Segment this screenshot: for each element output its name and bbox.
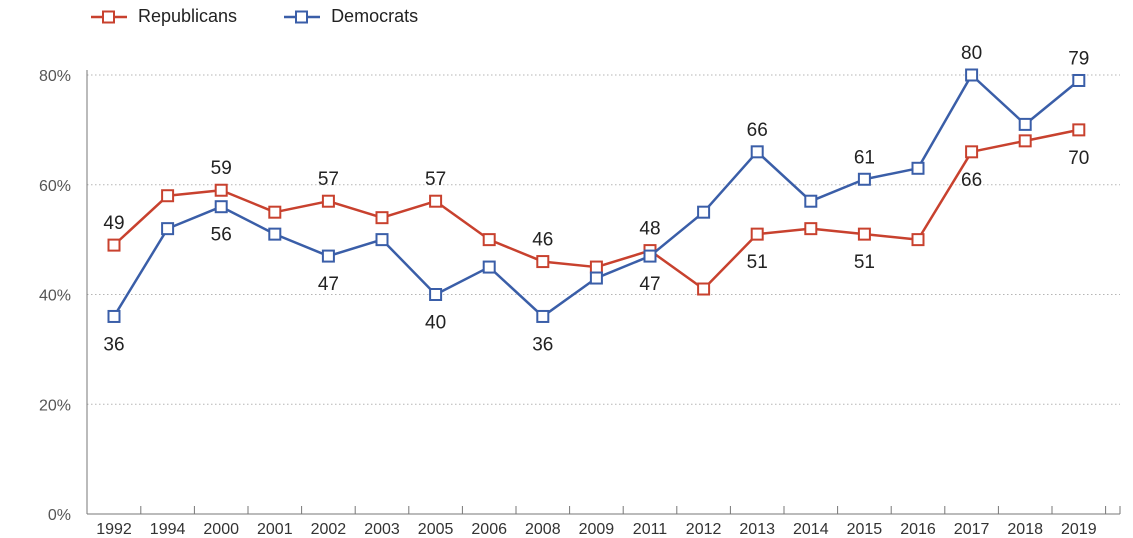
point-republicans: [482, 233, 496, 247]
data-label-democrats: 47: [318, 274, 339, 295]
data-label-democrats: 66: [747, 120, 768, 141]
x-tick-label: 2009: [579, 521, 615, 538]
point-republicans: [1072, 123, 1086, 137]
point-democrats: [750, 145, 764, 159]
legend: Republicans Democrats: [90, 6, 418, 27]
data-label-republicans: 57: [318, 169, 339, 190]
point-democrats: [697, 205, 711, 219]
legend-label-republicans: Republicans: [138, 6, 238, 26]
data-label-democrats: 56: [211, 225, 232, 246]
point-democrats: [268, 227, 282, 241]
legend-swatch-republicans-icon: [91, 10, 127, 23]
data-label-democrats: 36: [103, 334, 124, 355]
point-republicans: [697, 282, 711, 296]
point-democrats: [1018, 117, 1032, 131]
x-tick-label: 2013: [739, 521, 775, 538]
x-tick-label: 2001: [257, 521, 293, 538]
y-tick-label: 60%: [39, 178, 71, 195]
legend-item-republicans: Republicans: [90, 6, 237, 27]
data-label-democrats: 47: [639, 274, 660, 295]
point-democrats: [589, 271, 603, 285]
data-label-republicans: 46: [532, 230, 553, 251]
point-democrats: [107, 309, 121, 323]
point-democrats: [161, 222, 175, 236]
point-democrats: [321, 249, 335, 263]
point-republicans: [857, 227, 871, 241]
data-label-democrats: 79: [1068, 48, 1089, 69]
data-label-republicans: 48: [639, 219, 660, 240]
point-republicans: [911, 233, 925, 247]
x-tick-label: 2019: [1061, 521, 1097, 538]
point-democrats: [643, 249, 657, 263]
data-label-republicans: 66: [961, 170, 982, 191]
data-label-democrats: 36: [532, 334, 553, 355]
y-tick-label: 0%: [48, 507, 71, 524]
point-republicans: [1018, 134, 1032, 148]
data-label-republicans: 51: [747, 252, 768, 273]
point-republicans: [375, 211, 389, 225]
x-tick-label: 2000: [203, 521, 239, 538]
data-label-republicans: 51: [854, 252, 875, 273]
point-republicans: [965, 145, 979, 159]
x-tick-label: 2002: [311, 521, 347, 538]
data-label-democrats: 80: [961, 43, 982, 64]
point-democrats: [804, 194, 818, 208]
point-democrats: [429, 288, 443, 301]
point-republicans: [268, 205, 282, 219]
x-tick-label: 2014: [793, 521, 829, 538]
x-tick-label: 1992: [96, 521, 132, 538]
legend-item-democrats: Democrats: [283, 6, 418, 27]
point-democrats: [1072, 73, 1086, 87]
data-label-republicans: 57: [425, 169, 446, 190]
point-republicans: [750, 227, 764, 241]
y-tick-label: 80%: [39, 68, 71, 85]
x-tick-label: 2016: [900, 521, 936, 538]
point-republicans: [214, 183, 228, 197]
data-label-democrats: 40: [425, 313, 446, 334]
point-republicans: [804, 222, 818, 236]
x-tick-label: 2011: [633, 521, 668, 538]
point-republicans: [536, 255, 550, 269]
x-tick-label: 2015: [847, 521, 883, 538]
point-democrats: [857, 172, 871, 186]
point-republicans: [589, 260, 603, 274]
point-democrats: [911, 161, 925, 175]
point-democrats: [214, 200, 228, 214]
point-democrats: [536, 309, 550, 323]
x-tick-label: 2017: [954, 521, 990, 538]
point-republicans: [429, 194, 443, 208]
x-tick-label: 2003: [364, 521, 400, 538]
point-republicans: [321, 194, 335, 208]
point-republicans: [161, 189, 175, 203]
data-label-republicans: 70: [1068, 148, 1089, 169]
point-democrats: [965, 68, 979, 82]
x-tick-label: 2018: [1007, 521, 1043, 538]
x-tick-label: 2008: [525, 521, 561, 538]
x-tick-label: 2012: [686, 521, 722, 538]
data-label-republicans: 49: [103, 213, 124, 234]
y-tick-label: 20%: [39, 397, 71, 414]
legend-swatch-democrats-icon: [284, 10, 321, 23]
data-label-republicans: 59: [211, 158, 232, 179]
point-democrats: [482, 260, 496, 274]
legend-label-democrats: Democrats: [331, 6, 419, 26]
x-tick-label: 1994: [150, 521, 186, 538]
y-tick-label: 40%: [39, 288, 71, 305]
x-tick-label: 2006: [471, 521, 507, 538]
point-democrats: [375, 233, 389, 247]
point-republicans: [107, 238, 121, 252]
data-label-democrats: 61: [854, 147, 875, 168]
x-tick-label: 2005: [418, 521, 454, 538]
